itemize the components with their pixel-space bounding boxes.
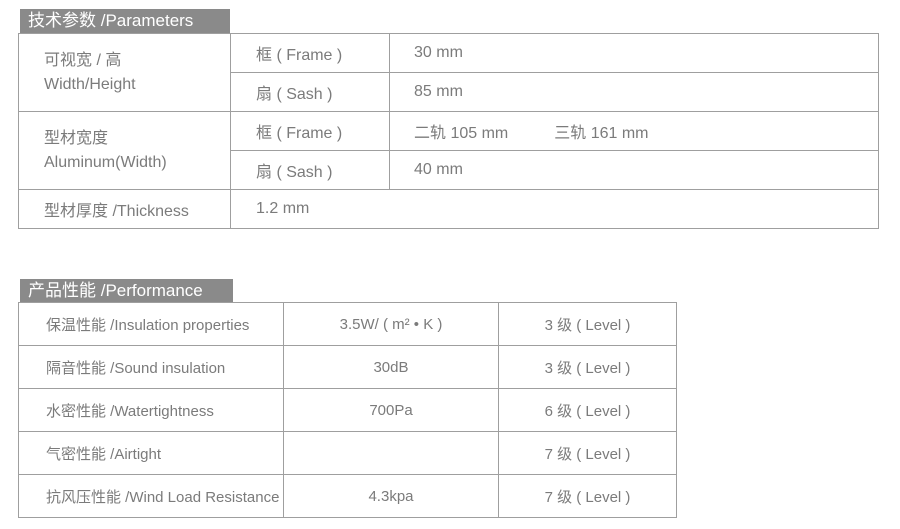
param-key-cell-sash: 扇 ( Sash ) [230, 150, 390, 190]
perf-value-cell: 700Pa [283, 388, 499, 432]
param-value-three-track: 三轨 161 mm [554, 125, 649, 142]
perf-level-cell: 6 级 ( Level ) [498, 388, 677, 432]
param-label-en: Aluminum(Width) [44, 153, 167, 171]
table-row: 扇 ( Sash ) 85 mm [19, 72, 879, 112]
perf-value-cell: 4.3kpa [283, 474, 499, 518]
table-row: 抗风压性能 /Wind Load Resistance 4.3kpa 7 级 (… [18, 474, 677, 518]
performance-table: 保温性能 /Insulation properties 3.5W/ ( m² •… [18, 302, 677, 518]
parameters-section-title: 技术参数 /Parameters [20, 9, 230, 33]
table-row: 扇 ( Sash ) 40 mm [19, 150, 879, 190]
perf-label-cell: 抗风压性能 /Wind Load Resistance [18, 474, 284, 518]
param-label-zh: 型材宽度 [44, 129, 109, 147]
param-key-cell-frame: 框 ( Frame ) [230, 111, 390, 151]
table-row: 隔音性能 /Sound insulation 30dB 3 级 ( Level … [18, 345, 677, 389]
perf-value-cell: 30dB [283, 345, 499, 389]
param-value-cell-frame-tracks: 二轨 105 mm 三轨 161 mm [389, 111, 879, 151]
param-label-zh: 可视宽 / 高 [44, 51, 122, 69]
parameters-table: 可视宽 / 高 Width/Height 框 ( Frame ) 30 mm 扇… [18, 33, 879, 229]
param-value-two-track: 二轨 105 mm [414, 125, 509, 142]
param-value-cell-thickness: 1.2 mm [230, 189, 879, 229]
param-key-cell-sash: 扇 ( Sash ) [230, 72, 390, 112]
perf-label-cell: 隔音性能 /Sound insulation [18, 345, 284, 389]
perf-level-cell: 3 级 ( Level ) [498, 345, 677, 389]
param-label-cell-aluminum-width: 型材宽度 Aluminum(Width) [18, 111, 231, 190]
perf-level-cell: 3 级 ( Level ) [498, 302, 677, 346]
param-value-cell-frame-width: 30 mm [389, 33, 879, 73]
param-value-cell-sash-width: 40 mm [389, 150, 879, 190]
perf-level-cell: 7 级 ( Level ) [498, 474, 677, 518]
perf-label-cell: 保温性能 /Insulation properties [18, 302, 284, 346]
table-row: 型材宽度 Aluminum(Width) 框 ( Frame ) 二轨 105 … [18, 111, 879, 190]
param-value-cell-sash-width: 85 mm [389, 72, 879, 112]
param-key-cell-frame: 框 ( Frame ) [230, 33, 390, 73]
perf-value-cell: 3.5W/ ( m² • K ) [283, 302, 499, 346]
table-row: 水密性能 /Watertightness 700Pa 6 级 ( Level ) [18, 388, 677, 432]
performance-section-title: 产品性能 /Performance [20, 279, 233, 303]
table-row: 保温性能 /Insulation properties 3.5W/ ( m² •… [18, 302, 677, 346]
param-label-cell-width-height: 可视宽 / 高 Width/Height [18, 33, 231, 112]
perf-level-cell: 7 级 ( Level ) [498, 431, 677, 475]
table-row: 气密性能 /Airtight 7 级 ( Level ) [18, 431, 677, 475]
param-label-en: Width/Height [44, 75, 136, 93]
perf-label-cell: 气密性能 /Airtight [18, 431, 284, 475]
perf-value-cell [283, 431, 499, 475]
table-row: 型材厚度 /Thickness 1.2 mm [18, 189, 879, 229]
perf-label-cell: 水密性能 /Watertightness [18, 388, 284, 432]
table-row: 可视宽 / 高 Width/Height 框 ( Frame ) 30 mm [18, 33, 879, 112]
param-label-cell-thickness: 型材厚度 /Thickness [18, 189, 231, 229]
